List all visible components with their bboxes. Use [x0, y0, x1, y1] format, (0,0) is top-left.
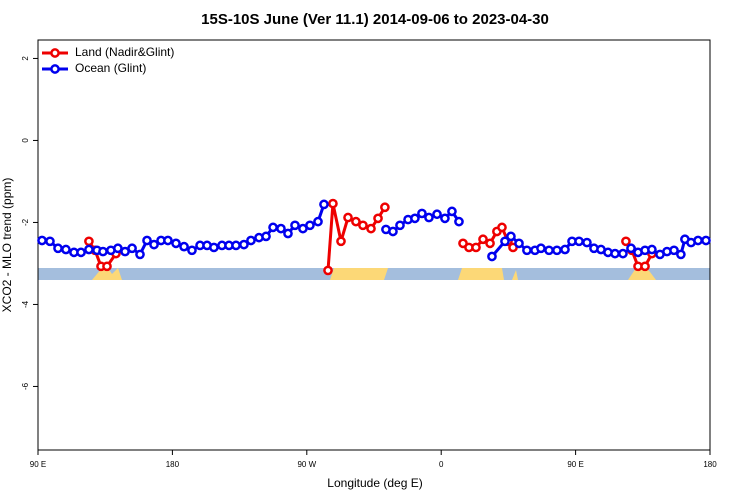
data-point: [500, 236, 510, 247]
data-point: [209, 242, 219, 253]
land-mask: [458, 268, 504, 280]
x-tick-label: 0: [439, 460, 444, 469]
data-point: [497, 222, 507, 233]
data-point: [268, 222, 278, 233]
data-point: [328, 198, 338, 209]
chart-title: 15S-10S June (Ver 11.1) 2014-09-06 to 20…: [201, 11, 549, 28]
x-tick-label: 180: [166, 460, 180, 469]
data-point: [149, 239, 159, 250]
data-point: [84, 244, 94, 255]
land-mask: [92, 268, 122, 280]
data-point: [669, 245, 679, 256]
data-point: [37, 235, 47, 246]
data-point: [417, 208, 427, 219]
data-point: [478, 234, 488, 245]
data-point: [276, 223, 286, 234]
data-point: [261, 231, 271, 242]
data-point: [239, 239, 249, 250]
data-point: [373, 213, 383, 224]
data-point: [336, 236, 346, 247]
data-point: [621, 236, 631, 247]
data-point: [246, 235, 256, 246]
data-point: [487, 251, 497, 262]
data-point: [424, 212, 434, 223]
y-tick-label: -2: [21, 218, 30, 226]
legend-label: Land (Nadir&Glint): [75, 45, 174, 59]
x-tick-label: 90 W: [297, 460, 316, 469]
data-point: [626, 243, 636, 254]
data-point: [447, 206, 457, 217]
data-point: [693, 235, 703, 246]
y-tick-label: 2: [21, 56, 30, 61]
y-tick-label: 0: [21, 138, 30, 143]
data-point: [536, 243, 546, 254]
data-point: [552, 245, 562, 256]
data-point: [640, 261, 650, 272]
data-point: [544, 245, 554, 256]
land-mask: [330, 268, 388, 280]
data-point: [522, 245, 532, 256]
data-point: [574, 236, 584, 247]
y-axis-label: XCO2 - MLO trend (ppm): [0, 178, 14, 313]
data-point: [187, 245, 197, 256]
data-point: [485, 238, 495, 249]
data-point: [53, 243, 63, 254]
data-point: [142, 235, 152, 246]
data-point: [98, 246, 108, 257]
data-point: [135, 249, 145, 260]
data-point: [45, 236, 55, 247]
data-point: [84, 236, 94, 247]
data-point: [179, 241, 189, 252]
data-point: [560, 244, 570, 255]
data-point: [319, 199, 329, 210]
data-point: [358, 220, 368, 231]
data-point: [283, 228, 293, 239]
data-point: [290, 220, 300, 231]
data-point: [701, 235, 711, 246]
data-point: [366, 223, 376, 234]
data-point: [471, 242, 481, 253]
data-point: [582, 237, 592, 248]
data-point: [514, 238, 524, 249]
data-point: [61, 244, 71, 255]
x-tick-label: 90 E: [30, 460, 46, 469]
legend-marker: [50, 48, 60, 58]
legend-label: Ocean (Glint): [75, 61, 146, 75]
data-point: [432, 209, 442, 220]
data-point: [440, 213, 450, 224]
land-mask: [512, 270, 518, 280]
data-point: [163, 235, 173, 246]
plot-frame: [37, 39, 711, 451]
data-point: [171, 238, 181, 249]
legend-marker: [50, 64, 60, 74]
data-point: [231, 240, 241, 251]
y-tick-label: -4: [21, 300, 30, 308]
data-point: [305, 220, 315, 231]
data-point: [410, 213, 420, 224]
data-point: [647, 244, 657, 255]
data-point: [618, 248, 628, 259]
data-point: [388, 226, 398, 237]
data-point: [127, 243, 137, 254]
y-tick-label: -6: [21, 382, 30, 390]
data-point: [351, 216, 361, 227]
data-point: [454, 216, 464, 227]
data-point: [506, 231, 516, 242]
data-point: [380, 202, 390, 213]
data-point: [343, 212, 353, 223]
x-tick-label: 90 E: [567, 460, 583, 469]
data-point: [395, 220, 405, 231]
land-mask: [628, 268, 656, 280]
data-point: [102, 261, 112, 272]
data-point: [323, 265, 333, 276]
data-point: [313, 216, 323, 227]
data-point: [610, 248, 620, 259]
x-tick-label: 180: [703, 460, 717, 469]
data-point: [676, 249, 686, 260]
x-axis-label: Longitude (deg E): [327, 476, 422, 490]
data-point: [76, 247, 86, 258]
